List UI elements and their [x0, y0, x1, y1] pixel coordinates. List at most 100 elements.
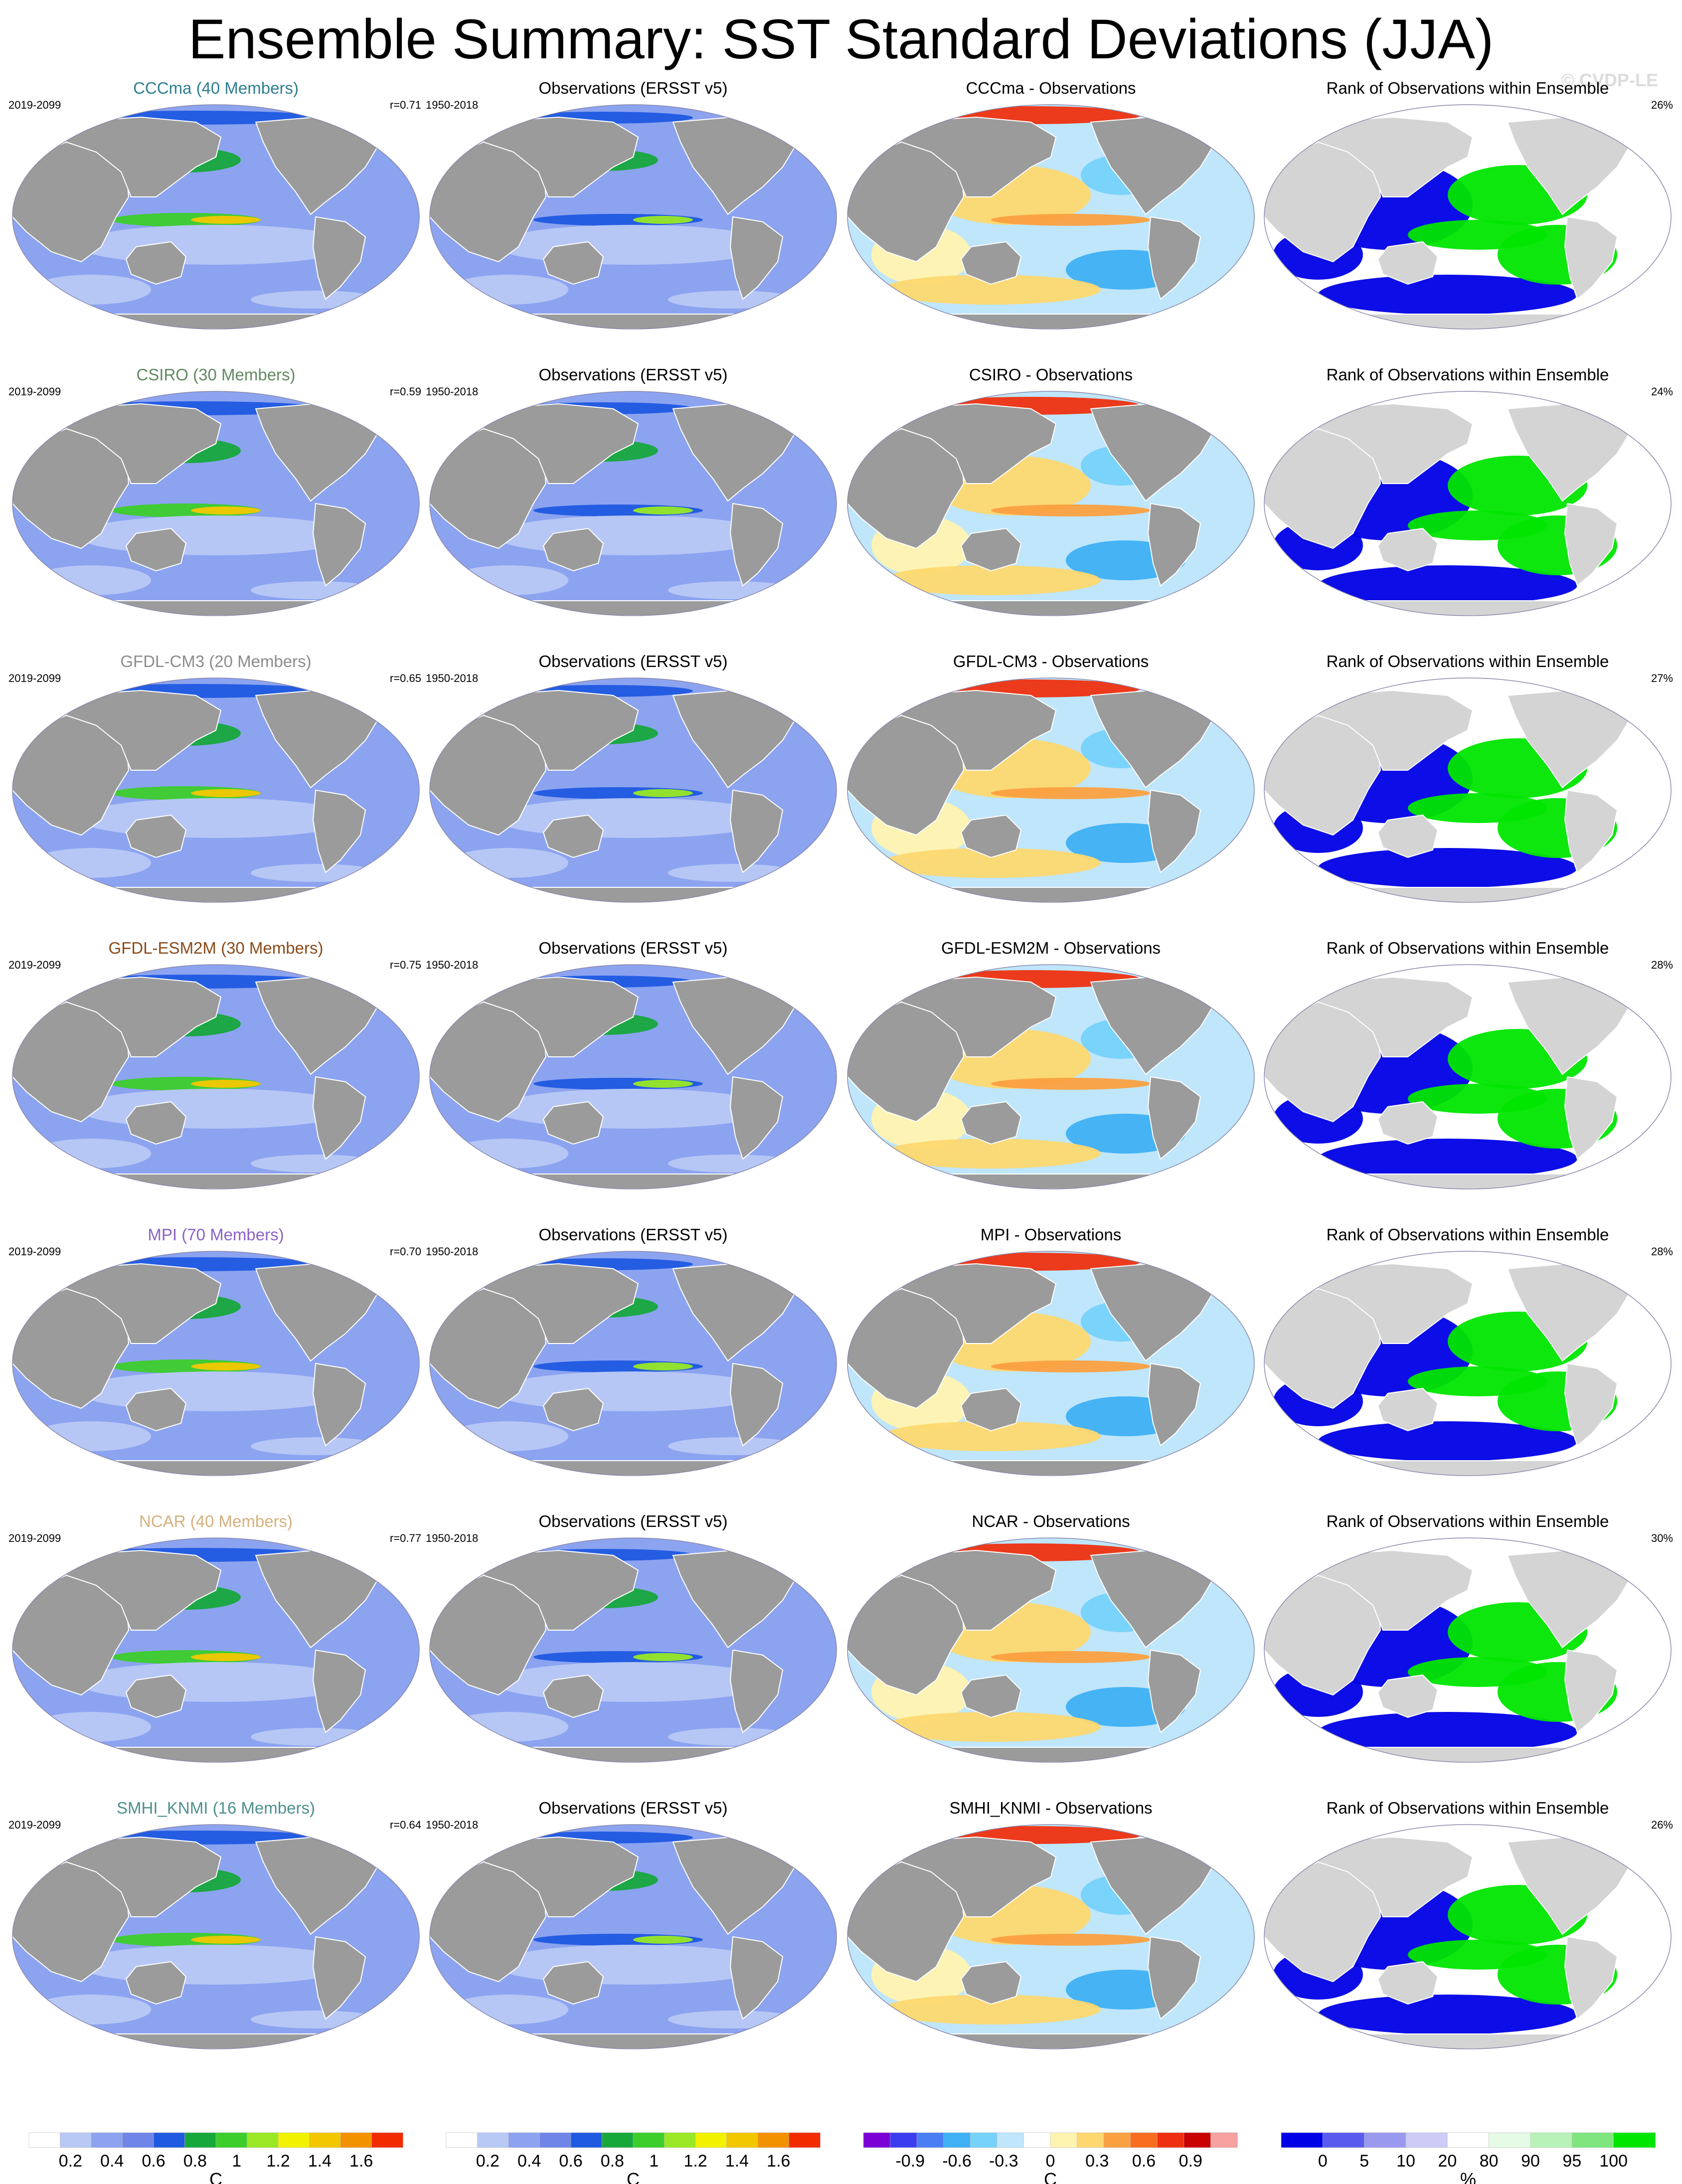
map-panel-rank: Rank of Observations within Ensemble 28% — [1264, 939, 1673, 1189]
model-panel-title: SMHI_KNMI (16 Members) — [117, 1799, 315, 1817]
colorbar-swatch — [371, 2132, 403, 2148]
model-panel-title: GFDL-ESM2M (30 Members) — [109, 939, 324, 957]
period-label: 2019-2099 — [8, 99, 61, 111]
colorbar-tick-label: 0.8 — [601, 2152, 624, 2171]
period-label: 2019-2099 — [8, 385, 61, 398]
model-panel-title: NCAR (40 Members) — [139, 1512, 293, 1530]
map-panel-obs: Observations (ERSST v5) 1950-2018 — [426, 1799, 837, 2049]
period-label: 1950-2018 — [426, 1245, 478, 1258]
colorbar-swatch — [863, 2132, 891, 2148]
diff-panel-title: MPI - Observations — [981, 1225, 1121, 1244]
colorbar-tick-label: 1 — [649, 2152, 659, 2171]
diff-panel-title: NCAR - Observations — [972, 1512, 1130, 1530]
colorbar-3: -0.9 -0.6 -0.3 0 0.3 0.6 0.9 C — [863, 2132, 1238, 2184]
colorbar-swatch — [91, 2132, 123, 2148]
colorbar-tick-label: 0.2 — [476, 2152, 500, 2171]
obs-panel-title: Observations (ERSST v5) — [538, 365, 727, 384]
colorbar-1: 0.2 0.4 0.6 0.8 1 1.2 1.4 1.6 C — [28, 2132, 403, 2184]
period-label: 1950-2018 — [426, 1532, 478, 1544]
colorbar-swatch — [695, 2132, 727, 2148]
colorbar-swatch — [309, 2132, 341, 2148]
period-label: 2019-2099 — [8, 1532, 61, 1544]
colorbar-swatch — [602, 2132, 634, 2148]
obs-panel-title: Observations (ERSST v5) — [538, 1799, 727, 1817]
map-panel-obs: Observations (ERSST v5) 1950-2018 — [426, 939, 837, 1189]
period-label: 2019-2099 — [8, 1819, 61, 1831]
colorbar-swatch — [1489, 2132, 1531, 2148]
colorbar-tick-label: 0.6 — [142, 2152, 165, 2171]
obs-panel-title: Observations (ERSST v5) — [538, 1512, 727, 1530]
pattern-correlation-label: r=0.59 — [390, 385, 421, 398]
colorbar-swatch — [278, 2132, 310, 2148]
map-panel-rank: Rank of Observations within Ensemble 26% — [1264, 79, 1673, 330]
colorbar-tick-label: 0.9 — [1179, 2152, 1202, 2171]
colorbar-tick-label: 0.2 — [59, 2152, 82, 2171]
colorbar-swatch — [570, 2132, 603, 2148]
colorbar-tick-label: -0.6 — [942, 2152, 972, 2171]
figure-title: Ensemble Summary: SST Standard Deviation… — [188, 8, 1494, 70]
colorbar-swatch — [1364, 2132, 1406, 2148]
colorbar-swatch — [1077, 2132, 1104, 2148]
period-label: 1950-2018 — [426, 99, 478, 111]
rank-panel-title: Rank of Observations within Ensemble — [1327, 79, 1609, 97]
rank-percent-label: 26% — [1651, 1819, 1673, 1831]
colorbar-swatch — [122, 2132, 154, 2148]
colorbar-swatch — [970, 2132, 998, 2148]
period-label: 1950-2018 — [426, 385, 478, 398]
colorbar-tick-label: 1.2 — [683, 2152, 707, 2171]
colorbar-tick-label: 1 — [232, 2152, 241, 2171]
diff-panel-title: GFDL-ESM2M - Observations — [941, 939, 1161, 957]
colorbar-unit-label: C — [209, 2169, 222, 2184]
rank-percent-label: 28% — [1651, 1245, 1673, 1258]
model-panel-title: GFDL-CM3 (20 Members) — [120, 652, 311, 671]
rank-panel-title: Rank of Observations within Ensemble — [1327, 1512, 1609, 1530]
map-panel-obs: Observations (ERSST v5) 1950-2018 — [426, 1512, 837, 1763]
rank-percent-label: 27% — [1651, 672, 1673, 684]
pattern-correlation-label: r=0.77 — [390, 1532, 421, 1544]
colorbar-tick-label: 100 — [1599, 2152, 1628, 2171]
colorbar-tick-label: 1.6 — [767, 2152, 790, 2171]
map-panel-rank: Rank of Observations within Ensemble 26% — [1264, 1799, 1673, 2049]
model-panel-title: CCCma (40 Members) — [133, 79, 299, 97]
colorbar-tick-label: 0.6 — [1132, 2152, 1156, 2171]
pattern-correlation-label: r=0.64 — [390, 1819, 421, 1831]
colorbar-swatch — [1613, 2132, 1656, 2148]
colorbar-tick-label: 1.2 — [266, 2152, 290, 2171]
colorbar-unit-label: C — [1044, 2169, 1057, 2184]
colorbar-swatch — [477, 2132, 509, 2148]
period-label: 1950-2018 — [426, 672, 478, 684]
colorbar-tick-label: 0 — [1046, 2152, 1055, 2171]
rank-panel-title: Rank of Observations within Ensemble — [1327, 939, 1609, 957]
colorbar-swatch — [340, 2132, 372, 2148]
diff-panel-title: CSIRO - Observations — [969, 365, 1133, 384]
map-panel-obs: Observations (ERSST v5) 1950-2018 — [426, 365, 837, 616]
watermark: © CVDP-LE — [1561, 70, 1658, 90]
map-panel-rank: Rank of Observations within Ensemble 28% — [1264, 1225, 1673, 1476]
period-label: 2019-2099 — [8, 672, 61, 684]
colorbar-swatch — [943, 2132, 971, 2148]
colorbar-tick-label: 0.6 — [559, 2152, 582, 2171]
colorbar-swatch — [1210, 2132, 1238, 2148]
colorbar-swatch — [1447, 2132, 1490, 2148]
colorbar-unit-label: C — [627, 2169, 640, 2184]
colorbar-4: 0 5 10 20 80 90 95 100% — [1281, 2132, 1656, 2184]
rank-percent-label: 28% — [1651, 959, 1673, 971]
colorbar-swatch — [446, 2132, 478, 2148]
obs-panel-title: Observations (ERSST v5) — [538, 939, 727, 957]
colorbar-swatch — [890, 2132, 917, 2148]
map-panel-diff: SMHI_KNMI - Observations — [847, 1799, 1255, 2049]
map-panel-rank: Rank of Observations within Ensemble 27% — [1264, 652, 1673, 903]
colorbar-swatch — [757, 2132, 790, 2148]
colorbar-tick-label: 5 — [1359, 2152, 1369, 2171]
period-label: 1950-2018 — [426, 959, 478, 971]
map-panel-model: NCAR (40 Members) 2019-2099 r=0.77 — [8, 1512, 421, 1763]
period-label: 1950-2018 — [426, 1819, 478, 1831]
colorbar-swatch — [664, 2132, 696, 2148]
colorbar-swatch — [60, 2132, 92, 2148]
map-panel-obs: Observations (ERSST v5) 1950-2018 — [426, 652, 837, 903]
colorbar-swatch — [1103, 2132, 1131, 2148]
colorbar-swatch — [247, 2132, 279, 2148]
diff-panel-title: CCCma - Observations — [966, 79, 1136, 97]
